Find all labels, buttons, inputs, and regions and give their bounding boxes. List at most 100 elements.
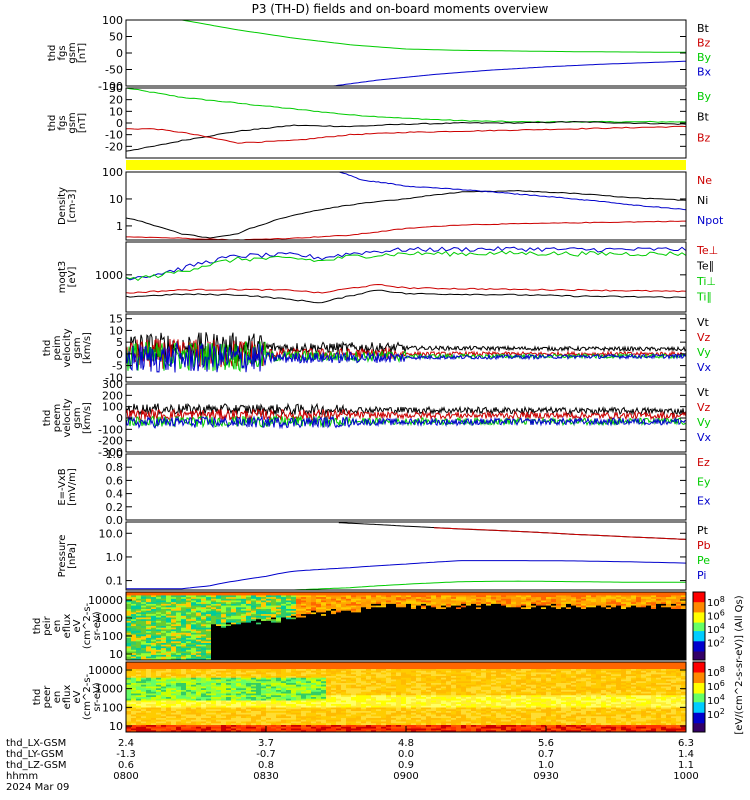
spectrogram-cell [326, 654, 332, 658]
spectrogram-cell [386, 637, 392, 641]
spectrogram-cell [171, 615, 177, 619]
spectrogram-cell [441, 620, 447, 624]
spectrogram-cell [506, 612, 512, 615]
spectrogram-cell [186, 614, 192, 617]
spectrogram-cell [506, 651, 512, 654]
spectrogram-cell [151, 669, 157, 672]
spectrogram-cell [271, 624, 277, 627]
spectrogram-cell [231, 622, 237, 625]
spectrogram-cell [206, 632, 212, 636]
ytick-label: 30 [109, 82, 123, 95]
legend-Te∥: Te∥ [696, 260, 714, 273]
spectrogram-cell [471, 624, 477, 627]
spectrogram-cell [296, 626, 302, 629]
spectrogram-cell [211, 631, 217, 634]
spectrogram-cell [261, 612, 267, 615]
spectrogram-cell [466, 607, 472, 610]
spectrogram-cell [176, 617, 182, 620]
spectrogram-cell [316, 609, 322, 612]
spectrogram-cell [426, 619, 432, 622]
spectrogram-cell [316, 632, 322, 636]
spectrogram-cell [651, 637, 657, 641]
spectrogram-cell [206, 612, 212, 615]
spectrogram-cell [486, 632, 492, 636]
spectrogram-cell [186, 654, 192, 658]
spectrogram-cell [636, 603, 642, 607]
spectrogram-cell [271, 598, 277, 602]
spectrogram-cell [661, 624, 667, 627]
spectrogram-cell [396, 644, 402, 647]
ytick-label: 100 [102, 401, 123, 414]
spectrogram-cell [566, 646, 572, 649]
spectrogram-cell [521, 639, 527, 642]
spectrogram-cell [456, 627, 462, 630]
spectrogram-cell [221, 624, 227, 627]
spectrogram-cell [361, 641, 367, 644]
spectrogram-cell [246, 610, 252, 613]
spectrogram-cell [341, 603, 347, 607]
spectrogram-cell [406, 641, 412, 644]
spectrogram-cell [241, 644, 247, 647]
spectrogram-cell [151, 643, 157, 646]
spectrogram-cell [196, 603, 202, 607]
spectrogram-cell [471, 603, 477, 607]
ylabel-line: Pressure [57, 535, 68, 578]
spectrogram-cell [141, 614, 147, 617]
spectrogram-cell [351, 612, 357, 615]
spectrogram-cell [476, 612, 482, 615]
spectrogram-cell [546, 615, 552, 619]
spectrogram-cell [141, 653, 147, 656]
spectrogram-cell [501, 612, 507, 615]
spectrogram-cell [516, 631, 522, 634]
spectrogram-cell [176, 624, 182, 627]
spectrogram-cell [396, 626, 402, 629]
spectrogram-cell [136, 651, 142, 654]
spectrogram-cell [571, 602, 577, 605]
spectrogram-cell [361, 614, 367, 617]
spectrogram-cell [281, 649, 287, 653]
spectrogram-cell [196, 649, 202, 653]
spectrogram-cell [366, 658, 372, 660]
ytick-label: 0.6 [106, 474, 124, 487]
spectrogram-cell [251, 637, 257, 641]
spectrogram-cell [151, 686, 157, 689]
spectrogram-cell [556, 627, 562, 630]
spectrogram-cell [351, 646, 357, 649]
spectrogram-cell [376, 656, 382, 659]
spectrogram-cell [471, 637, 477, 641]
spectrogram-cell [166, 595, 172, 598]
spectrogram-cell [661, 646, 667, 649]
spectrogram-cell [421, 646, 427, 649]
spectrogram-cell [271, 595, 277, 598]
spectrogram-cell [631, 603, 637, 607]
spectrogram-cell [206, 615, 212, 619]
spectrogram-cell [561, 615, 567, 619]
spectrogram-cell [441, 592, 447, 595]
spectrogram-cell [541, 598, 547, 602]
legend-Ex: Ex [697, 495, 711, 508]
spectrogram-cell [466, 649, 472, 653]
spectrogram-cell [306, 602, 312, 605]
spectrogram-cell [591, 622, 597, 625]
spectrogram-cell [501, 605, 507, 608]
spectrogram-cell [316, 631, 322, 634]
spectrogram-cell [181, 651, 187, 654]
spectrogram-cell [616, 637, 622, 641]
spectrogram-cell [291, 612, 297, 615]
spectrogram-cell [556, 643, 562, 646]
spectrogram-cell [131, 723, 137, 726]
spectrogram-cell [196, 644, 202, 647]
spectrogram-cell [271, 622, 277, 625]
spectrogram-cell [366, 653, 372, 656]
spectrogram-cell [131, 665, 137, 668]
spectrogram-cell [456, 607, 462, 610]
spectrogram-cell [541, 617, 547, 620]
legend-Ey: Ey [697, 475, 711, 488]
spectrogram-cell [566, 592, 572, 595]
spectrogram-cell [211, 610, 217, 613]
spectrogram-cell [276, 605, 282, 608]
spectrogram-cell [161, 597, 167, 600]
spectrogram-cell [551, 617, 557, 620]
spectrogram-cell [246, 598, 252, 602]
spectrogram-cell [396, 646, 402, 649]
